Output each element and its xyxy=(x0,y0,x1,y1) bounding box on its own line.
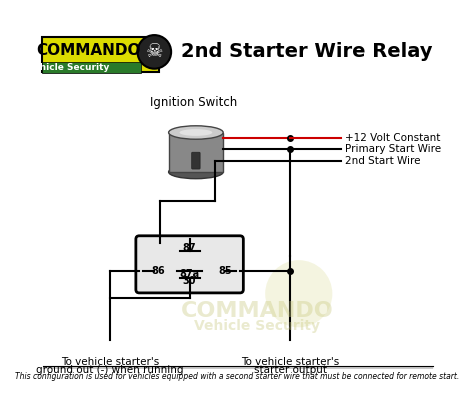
Text: To vehicle starter's: To vehicle starter's xyxy=(61,357,159,367)
FancyBboxPatch shape xyxy=(169,133,223,172)
FancyBboxPatch shape xyxy=(136,236,243,293)
Text: Vehicle Security: Vehicle Security xyxy=(194,319,320,333)
Text: starter output: starter output xyxy=(254,365,327,375)
Text: This configuration is used for vehicles equipped with a second starter wire that: This configuration is used for vehicles … xyxy=(15,372,460,381)
Text: 2nd Starter Wire Relay: 2nd Starter Wire Relay xyxy=(181,43,433,61)
Text: To vehicle starter's: To vehicle starter's xyxy=(241,357,340,367)
Text: Ignition Switch: Ignition Switch xyxy=(150,96,238,109)
Text: COMMANDO: COMMANDO xyxy=(37,43,141,58)
Text: 87: 87 xyxy=(183,243,197,253)
Text: Primary Start Wire: Primary Start Wire xyxy=(345,144,441,154)
Text: +12 Volt Constant: +12 Volt Constant xyxy=(345,133,440,143)
Circle shape xyxy=(265,260,332,327)
Text: 30: 30 xyxy=(183,276,196,286)
Text: ☠: ☠ xyxy=(145,43,163,61)
Text: 87a: 87a xyxy=(180,269,200,279)
FancyBboxPatch shape xyxy=(42,37,160,72)
FancyBboxPatch shape xyxy=(42,62,141,73)
Text: 85: 85 xyxy=(218,266,232,276)
Text: Vehicle Security: Vehicle Security xyxy=(27,63,109,72)
Text: 86: 86 xyxy=(151,266,164,276)
Text: 2nd Start Wire: 2nd Start Wire xyxy=(345,156,420,166)
Ellipse shape xyxy=(169,165,223,179)
FancyBboxPatch shape xyxy=(192,152,200,169)
Text: COMMANDO: COMMANDO xyxy=(180,301,333,321)
Circle shape xyxy=(138,35,171,69)
Text: ground out (-) when running: ground out (-) when running xyxy=(36,365,183,375)
Ellipse shape xyxy=(169,126,223,139)
Ellipse shape xyxy=(180,129,212,136)
